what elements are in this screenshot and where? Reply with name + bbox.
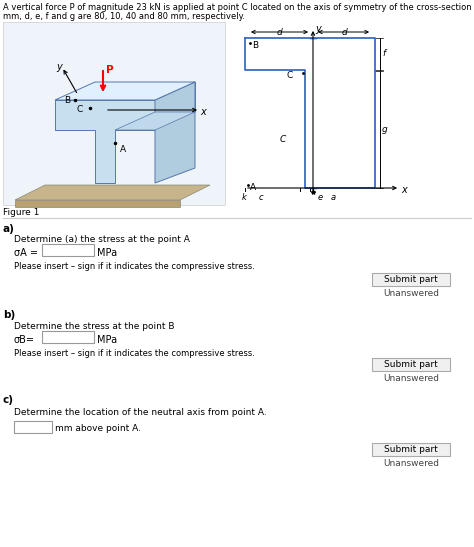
Text: C: C [287,71,293,80]
Text: x: x [401,185,407,195]
Text: A: A [250,183,256,192]
Text: MPa: MPa [97,248,117,258]
Text: y: y [56,62,62,72]
Bar [372,443,450,456]
Text: Determine (a) the stress at the point A: Determine (a) the stress at the point A [14,235,190,244]
Polygon shape [15,185,210,200]
Polygon shape [55,100,155,183]
Text: Determine the stress at the point B: Determine the stress at the point B [14,322,174,331]
Text: Submit part: Submit part [384,360,438,369]
Bar [3,22,225,205]
Text: σB=: σB= [14,335,35,345]
Text: Unanswered: Unanswered [383,459,439,468]
Text: a): a) [3,224,15,234]
Text: mm, d, e, f and g are 80, 10, 40 and 80 mm, respectively.: mm, d, e, f and g are 80, 10, 40 and 80 … [3,12,245,21]
Text: a: a [331,193,336,202]
Text: x: x [200,107,206,117]
Text: MPa: MPa [97,335,117,345]
Text: mm above point A.: mm above point A. [55,424,141,433]
Bar [372,358,450,371]
Bar [14,421,52,433]
Bar [42,244,94,256]
Text: Submit part: Submit part [384,445,438,454]
Bar [42,331,94,343]
Text: C: C [280,135,286,144]
Polygon shape [15,200,180,207]
Polygon shape [115,112,195,130]
Text: Figure 1: Figure 1 [3,208,39,217]
Text: c): c) [3,395,14,405]
Text: Please insert – sign if it indicates the compressive stress.: Please insert – sign if it indicates the… [14,349,255,358]
Text: y: y [315,24,321,34]
Text: k: k [242,193,247,202]
Text: P: P [106,65,114,75]
Text: C: C [77,105,83,114]
Bar [372,273,450,286]
Text: f: f [382,49,385,59]
Text: Please insert – sign if it indicates the compressive stress.: Please insert – sign if it indicates the… [14,262,255,271]
Text: e: e [318,193,323,202]
Polygon shape [55,82,195,100]
Text: Submit part: Submit part [384,275,438,284]
Text: A vertical force P of magnitude 23 kN is applied at point C located on the axis : A vertical force P of magnitude 23 kN is… [3,3,474,12]
Text: d: d [341,28,347,37]
Text: σA =: σA = [14,248,38,258]
Text: B: B [252,41,258,50]
Text: B: B [64,96,70,105]
Polygon shape [155,82,195,130]
Text: Determine the location of the neutral axis from point A.: Determine the location of the neutral ax… [14,408,267,417]
Text: g: g [382,125,388,133]
Text: d: d [276,28,282,37]
Text: b): b) [3,310,15,320]
Text: Unanswered: Unanswered [383,374,439,383]
Text: c: c [259,193,264,202]
Polygon shape [155,82,195,183]
Text: A: A [120,145,126,154]
Text: Unanswered: Unanswered [383,289,439,298]
